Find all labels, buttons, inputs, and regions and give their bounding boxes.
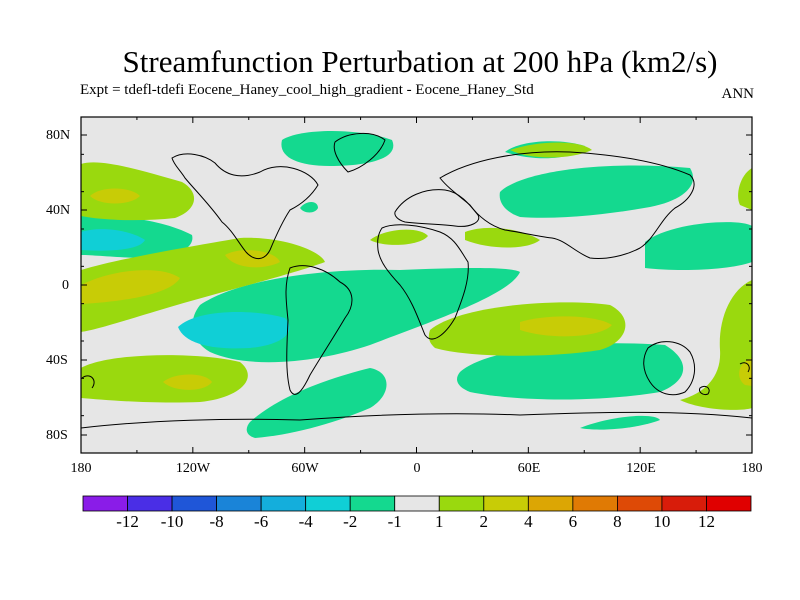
contour-olive-n-pacific	[90, 188, 140, 204]
colorbar-label: 4	[524, 512, 533, 531]
lon-label-0: 0	[413, 461, 421, 476]
colorbar-swatch	[260, 495, 307, 512]
colorbar-swatch	[171, 495, 217, 512]
lat-label-80s: 80S	[46, 428, 68, 443]
colorbar-label: -12	[116, 512, 139, 531]
contour-olive-indian	[520, 316, 612, 337]
contour-olive-north-america	[225, 250, 280, 268]
colorbar-label: 8	[613, 512, 622, 531]
lat-label-40n: 40N	[46, 203, 71, 218]
colorbar-swatch	[706, 495, 752, 512]
lon-label-120w: 120W	[175, 461, 211, 476]
colorbar-swatch	[572, 495, 618, 512]
contour-teal-small-patch	[300, 202, 318, 213]
coast-north-america	[171, 153, 319, 259]
coast-africa	[377, 224, 469, 340]
colorbar-label: 1	[435, 512, 444, 531]
contour-teal-w-pacific	[645, 222, 752, 270]
contour-lime-east-pacific-right	[680, 280, 752, 410]
coast-australia	[643, 341, 696, 396]
experiment-subtitle: Expt = tdefl-tdefi Eocene_Haney_cool_hig…	[80, 82, 534, 98]
coast-antarctica	[80, 411, 753, 429]
contour-lime-n-asia	[510, 142, 592, 158]
colorbar-label: -1	[387, 512, 402, 531]
contour-lime-n-pacific	[81, 162, 195, 221]
colorbar-label: 2	[479, 512, 489, 531]
contour-teal-southern-ocean	[580, 415, 660, 430]
contour-cyan-pacific-south	[178, 311, 290, 349]
coast-asia	[439, 151, 695, 259]
colorbar-swatch	[617, 495, 663, 512]
colorbar-label: 6	[568, 512, 578, 531]
lon-label-60w: 60W	[291, 461, 319, 476]
contour-teal-n-pacific	[281, 131, 394, 166]
contour-cyan-pacific-west	[81, 229, 145, 251]
contour-lime-south-pacific	[81, 355, 248, 403]
season-label: ANN	[721, 86, 755, 102]
colorbar-swatch	[127, 495, 173, 512]
contour-teal-asia	[499, 165, 694, 218]
coast-islands	[81, 362, 750, 395]
colorbar-label: -8	[209, 512, 224, 531]
colorbar-label: 10	[653, 512, 671, 531]
lat-label-eq: 0	[62, 278, 69, 293]
colorbar-label: -10	[160, 512, 184, 531]
lat-label-80n: 80N	[46, 128, 71, 143]
colorbar-swatch	[438, 495, 485, 512]
lon-label-60e: 60E	[517, 461, 541, 476]
colorbar-label: -6	[254, 512, 269, 531]
colorbar-label: -2	[343, 512, 358, 531]
colorbar-swatch	[349, 495, 396, 512]
colorbar-swatch	[527, 495, 574, 512]
colorbar-swatch	[483, 495, 529, 512]
map-panel	[80, 116, 753, 454]
coast-europe	[394, 189, 480, 227]
axis-ticks	[80, 116, 753, 454]
contour-teal-indian-south	[457, 343, 684, 400]
contour-teal-south-atlantic	[246, 368, 387, 438]
contour-fills	[81, 131, 752, 438]
colorbar-swatch	[661, 495, 707, 512]
colorbar-swatch	[82, 495, 128, 512]
lat-label-40s: 40S	[46, 353, 68, 368]
lon-label-120e: 120E	[626, 461, 656, 476]
lon-label-180e: 180	[741, 461, 763, 476]
lon-label-180w: 180	[70, 461, 92, 476]
colorbar-label: 12	[697, 512, 715, 531]
colorbar-swatch	[305, 495, 351, 512]
coastline-overlay	[80, 133, 753, 429]
map-title: Streamfunction Perturbation at 200 hPa (…	[122, 44, 718, 79]
colorbar-swatch	[394, 495, 440, 512]
contour-olive-tropical-pacific	[81, 270, 180, 304]
colorbar	[82, 495, 752, 512]
coast-greenland	[333, 133, 386, 173]
coast-south-america	[285, 265, 353, 395]
colorbar-label: -4	[298, 512, 313, 531]
contour-lime-europe	[370, 229, 428, 245]
colorbar-swatch	[216, 495, 262, 512]
contour-olive-south-pacific	[163, 374, 212, 390]
contour-lime-far-east	[738, 168, 752, 210]
